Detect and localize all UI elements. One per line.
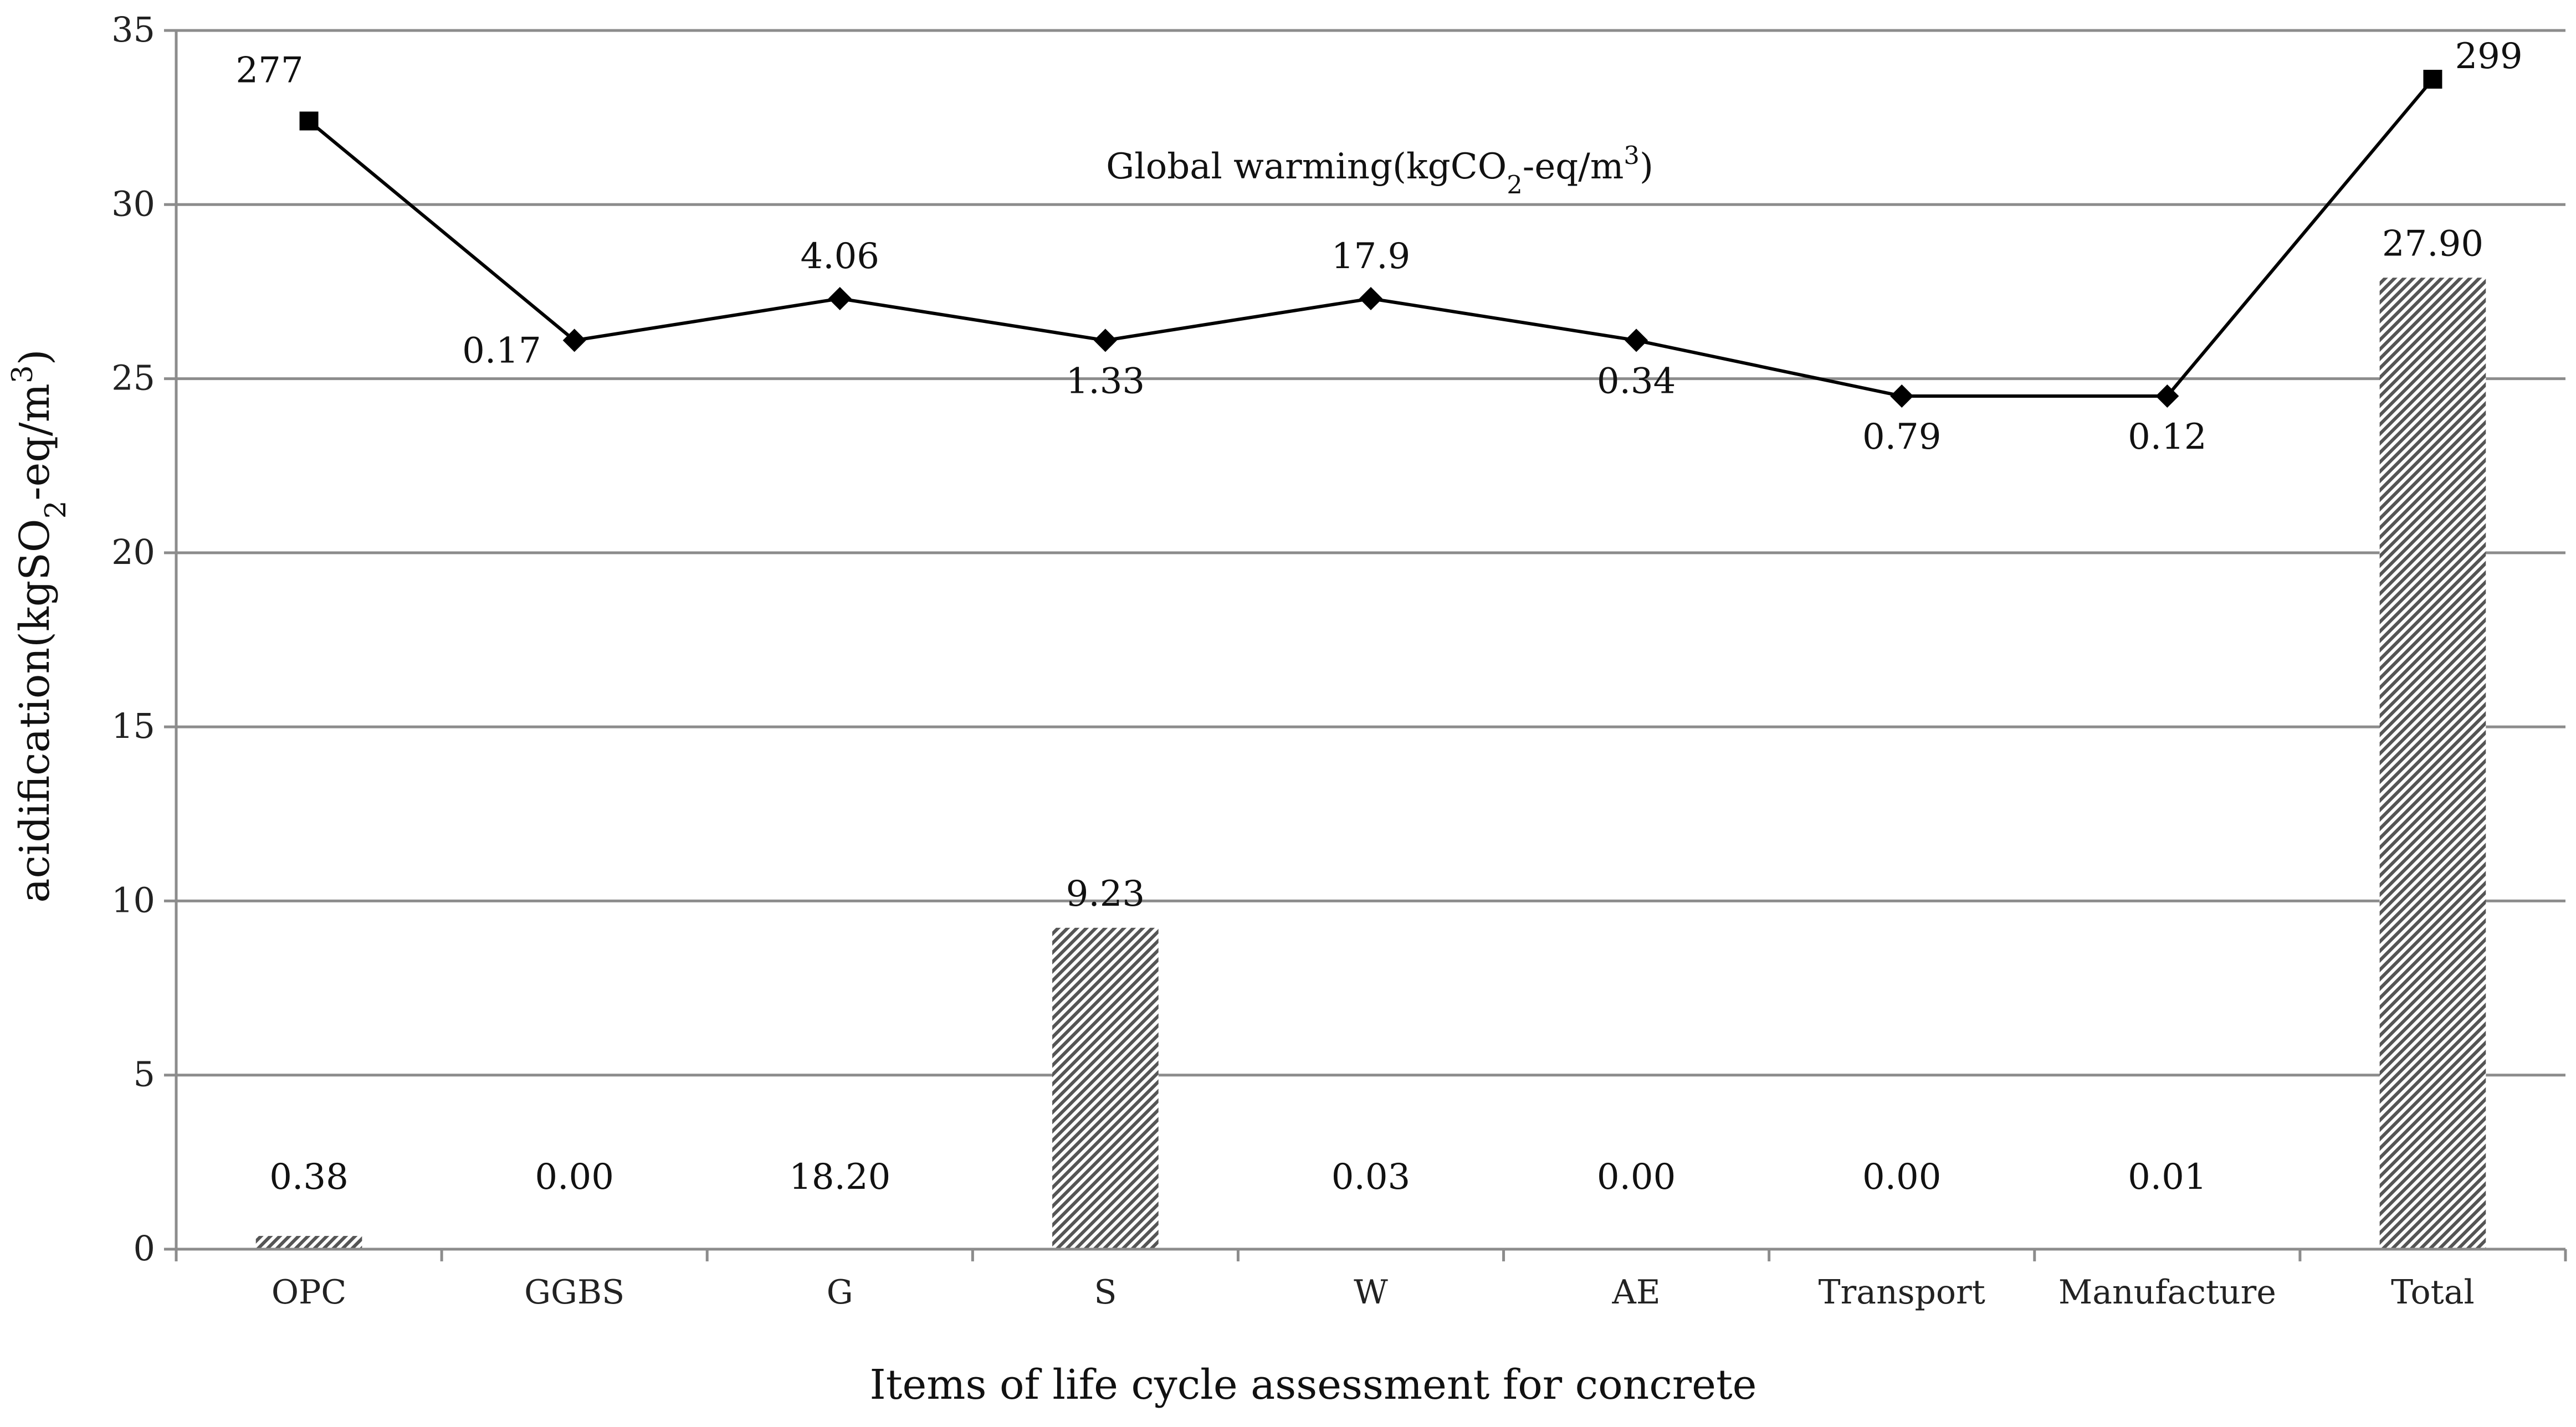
bar-value-label: 0.00 bbox=[535, 1157, 614, 1198]
axes bbox=[164, 29, 2567, 1261]
x-tick-label: Manufacture bbox=[2058, 1273, 2276, 1312]
line-value-label: 0.79 bbox=[1862, 417, 1942, 458]
y-tick-label: 10 bbox=[111, 880, 155, 920]
bar-value-label: 0.00 bbox=[1862, 1157, 1942, 1198]
y-axis-title: acidification(kgSO2-eq/m3) bbox=[6, 349, 73, 902]
line-marker-diamond bbox=[2155, 384, 2179, 408]
line-marker-diamond bbox=[1093, 328, 1117, 352]
line-value-label: 17.9 bbox=[1331, 236, 1411, 277]
line-marker-diamond bbox=[1890, 384, 1914, 408]
x-tick-label: GGBS bbox=[524, 1273, 624, 1312]
x-tick-label: OPC bbox=[272, 1273, 346, 1312]
x-tick-label: AE bbox=[1612, 1273, 1661, 1312]
y-tick-label: 30 bbox=[111, 183, 155, 224]
y-tick-label: 20 bbox=[111, 532, 155, 572]
line-value-label: 1.33 bbox=[1066, 361, 1145, 402]
line-value-label: 299 bbox=[2455, 36, 2522, 77]
line-series bbox=[299, 70, 2442, 408]
y-tick-label: 5 bbox=[134, 1054, 155, 1095]
bar-series bbox=[255, 278, 2486, 1250]
line-value-label: 4.06 bbox=[801, 236, 880, 277]
line-value-label: 0.17 bbox=[462, 330, 541, 371]
x-axis-title: Items of life cycle assessment for concr… bbox=[870, 1361, 1757, 1409]
gridlines bbox=[176, 29, 2565, 1077]
bar-value-label: 0.00 bbox=[1597, 1157, 1676, 1198]
x-tick-label: Transport bbox=[1819, 1273, 1985, 1312]
bar-value-label: 0.01 bbox=[2128, 1157, 2207, 1198]
line-marker-diamond bbox=[1625, 328, 1648, 352]
line-marker-diamond bbox=[1359, 287, 1382, 310]
line-marker-square bbox=[2423, 70, 2442, 89]
series-label-global-warming: Global warming(kgCO2-eq/m3) bbox=[1106, 141, 1653, 199]
x-tick-label: S bbox=[1094, 1273, 1117, 1312]
y-tick-label: 35 bbox=[111, 9, 155, 50]
bar-value-label: 0.03 bbox=[1331, 1157, 1411, 1198]
y-tick-label: 15 bbox=[111, 706, 155, 746]
line-value-label: 0.12 bbox=[2128, 417, 2207, 458]
bar-value-label: 9.23 bbox=[1066, 874, 1145, 915]
bar-value-label: 18.20 bbox=[789, 1157, 890, 1198]
x-tick-label: G bbox=[827, 1273, 853, 1312]
line-marker-square bbox=[299, 111, 319, 131]
bar bbox=[255, 1236, 362, 1249]
labels: 0 5 10 15 20 25 30 35 0.38 OPC 0.00 GGBS 18.20 G 9.23 S… bbox=[111, 9, 2523, 1312]
x-tick-label: W bbox=[1354, 1273, 1388, 1312]
line-value-label: 277 bbox=[235, 50, 303, 91]
x-tick-label: Total bbox=[2391, 1273, 2475, 1312]
line-marker-diamond bbox=[828, 287, 852, 310]
bar bbox=[1052, 927, 1159, 1249]
line-marker-diamond bbox=[562, 328, 586, 352]
bar bbox=[2379, 278, 2486, 1250]
line-value-label: 0.34 bbox=[1597, 361, 1676, 402]
bar-value-label: 27.90 bbox=[2382, 223, 2483, 264]
y-tick-label: 0 bbox=[134, 1228, 155, 1269]
bar-value-label: 0.38 bbox=[269, 1157, 349, 1198]
y-tick-label: 25 bbox=[111, 358, 155, 398]
